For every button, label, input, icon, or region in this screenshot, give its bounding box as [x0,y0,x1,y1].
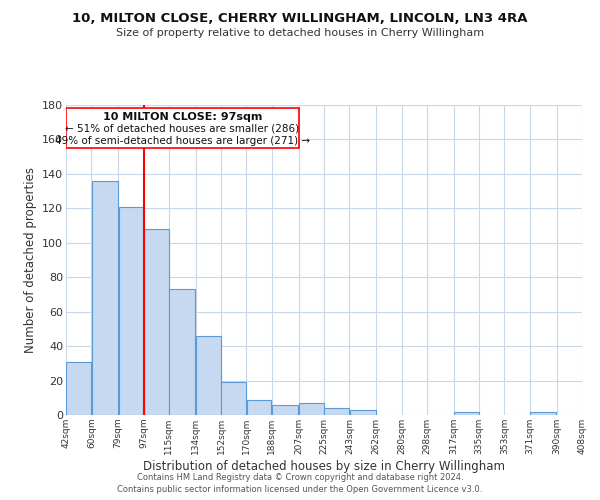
Text: ← 51% of detached houses are smaller (286): ← 51% of detached houses are smaller (28… [65,124,299,134]
Bar [325,408,349,415]
Bar [272,404,298,415]
X-axis label: Distribution of detached houses by size in Cherry Willingham: Distribution of detached houses by size … [143,460,505,472]
Text: 49% of semi-detached houses are larger (271) →: 49% of semi-detached houses are larger (… [55,136,310,146]
Bar [92,181,118,415]
Bar [221,382,246,415]
Bar [196,336,221,415]
Bar [169,290,196,415]
Bar [144,229,169,415]
Bar [350,410,376,415]
Bar [454,412,479,415]
Text: Size of property relative to detached houses in Cherry Willingham: Size of property relative to detached ho… [116,28,484,38]
Text: Contains public sector information licensed under the Open Government Licence v3: Contains public sector information licen… [118,485,482,494]
Y-axis label: Number of detached properties: Number of detached properties [23,167,37,353]
Text: Contains HM Land Registry data © Crown copyright and database right 2024.: Contains HM Land Registry data © Crown c… [137,472,463,482]
Bar [299,403,323,415]
Bar [66,108,299,148]
Bar [530,412,556,415]
Bar [247,400,271,415]
Bar [67,362,91,415]
Text: 10 MILTON CLOSE: 97sqm: 10 MILTON CLOSE: 97sqm [103,112,262,122]
Text: 10, MILTON CLOSE, CHERRY WILLINGHAM, LINCOLN, LN3 4RA: 10, MILTON CLOSE, CHERRY WILLINGHAM, LIN… [72,12,528,26]
Bar [119,206,143,415]
